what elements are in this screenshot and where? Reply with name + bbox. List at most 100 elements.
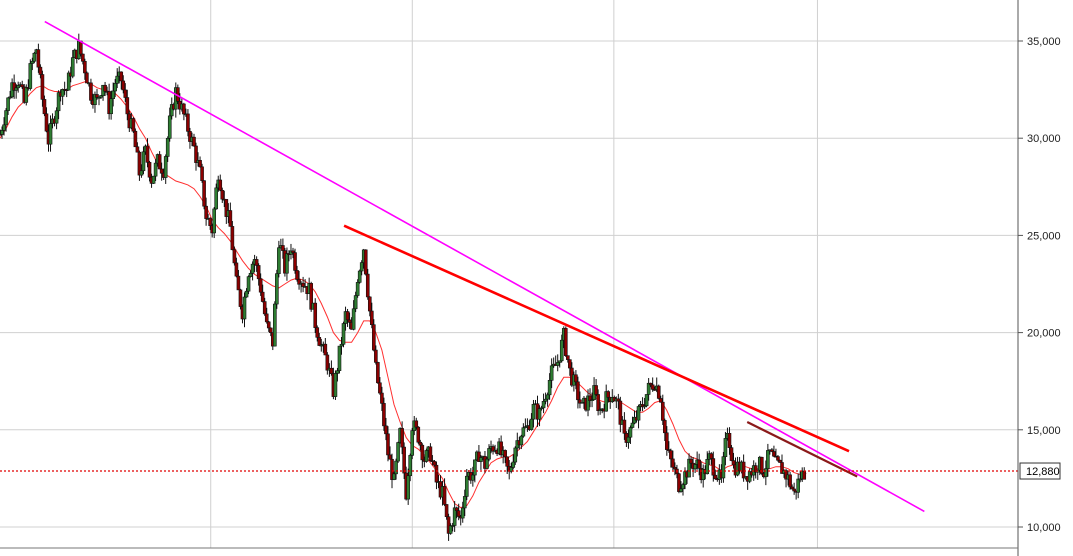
candle-58: [115, 68, 120, 89]
candle-391: [788, 471, 792, 490]
candle-146: [293, 248, 297, 274]
candle-395: [796, 473, 800, 499]
candle-329: [663, 418, 667, 441]
candle-168: [337, 345, 342, 374]
candle-276: [555, 354, 560, 372]
candle-123: [246, 275, 251, 295]
candle-11: [20, 80, 25, 89]
candle-271: [545, 392, 550, 407]
candle-354: [713, 469, 718, 480]
trendline-mid: [343, 224, 850, 453]
candle-309: [622, 412, 627, 440]
price-axis-ticks: 10,000 15,000 20,000 25,000 30,000 35,000: [1018, 36, 1061, 534]
candle-116: [232, 246, 237, 266]
candle-4: [6, 97, 10, 115]
candle-280: [563, 326, 568, 357]
candle-140: [281, 238, 285, 259]
candle-61: [121, 75, 126, 94]
candle-147: [295, 265, 299, 282]
candle-45: [89, 78, 93, 104]
candle-209: [420, 443, 425, 469]
candlestick-series: [0, 33, 807, 541]
candle-169: [339, 337, 344, 355]
candle-207: [416, 426, 421, 444]
candle-250: [503, 449, 507, 464]
candle-114: [228, 202, 233, 227]
candle-269: [541, 393, 546, 414]
candle-134: [268, 327, 273, 337]
candle-186: [374, 345, 378, 365]
candle-187: [376, 361, 380, 384]
candle-167: [335, 367, 340, 382]
candle-148: [297, 270, 301, 290]
candle-57: [113, 78, 117, 98]
candle-183: [367, 296, 372, 317]
candle-67: [133, 128, 138, 148]
candle-179: [359, 260, 364, 276]
candle-358: [721, 451, 726, 483]
candle-115: [230, 221, 235, 251]
candle-361: [727, 427, 732, 455]
candle-125: [250, 261, 255, 281]
candle-1: [0, 126, 4, 139]
candle-52: [103, 81, 107, 97]
candle-93: [186, 109, 190, 137]
candle-182: [365, 268, 370, 300]
candle-377: [760, 456, 764, 476]
candle-344: [693, 463, 697, 473]
candle-132: [264, 307, 269, 324]
candle-203: [408, 453, 413, 482]
candle-36: [70, 50, 75, 79]
candle-296: [596, 389, 600, 416]
candle-204: [410, 427, 415, 460]
candle-9: [16, 81, 20, 93]
candle-393: [792, 482, 796, 495]
candle-84: [167, 107, 172, 142]
candle-94: [188, 127, 192, 149]
candle-260: [523, 418, 528, 429]
candle-31: [60, 88, 65, 105]
candle-178: [357, 269, 362, 284]
candle-166: [333, 370, 338, 400]
candle-206: [414, 417, 419, 430]
candle-323: [650, 377, 655, 392]
candle-17: [32, 52, 37, 64]
candle-48: [95, 88, 99, 100]
candle-127: [254, 256, 259, 272]
candle-110: [220, 187, 225, 203]
candle-336: [677, 472, 681, 494]
candle-272: [547, 373, 552, 400]
candle-23: [44, 107, 49, 133]
candle-363: [731, 452, 736, 469]
candle-348: [701, 464, 706, 488]
candle-301: [606, 390, 611, 403]
candle-244: [491, 444, 495, 455]
candle-79: [157, 151, 162, 170]
candle-270: [543, 392, 548, 405]
candle-137: [275, 269, 279, 309]
candle-60: [119, 71, 124, 90]
candle-295: [594, 379, 598, 397]
candle-221: [444, 504, 449, 520]
candle-189: [380, 386, 384, 411]
candle-258: [519, 434, 524, 450]
candle-226: [454, 506, 459, 519]
candle-352: [709, 452, 714, 465]
candle-251: [505, 456, 509, 475]
candle-85: [169, 97, 174, 120]
candle-334: [673, 462, 677, 476]
candle-380: [766, 443, 770, 477]
candle-196: [394, 458, 398, 480]
candle-20: [38, 64, 43, 79]
candle-158: [317, 332, 322, 346]
candle-229: [460, 501, 465, 523]
candle-291: [586, 389, 590, 417]
candle-49: [97, 96, 101, 106]
candle-313: [630, 416, 635, 429]
candle-292: [588, 388, 592, 408]
candle-3: [4, 108, 8, 132]
candle-319: [642, 397, 647, 409]
candle-43: [85, 71, 89, 84]
candle-157: [315, 325, 320, 342]
candle-231: [464, 468, 469, 501]
